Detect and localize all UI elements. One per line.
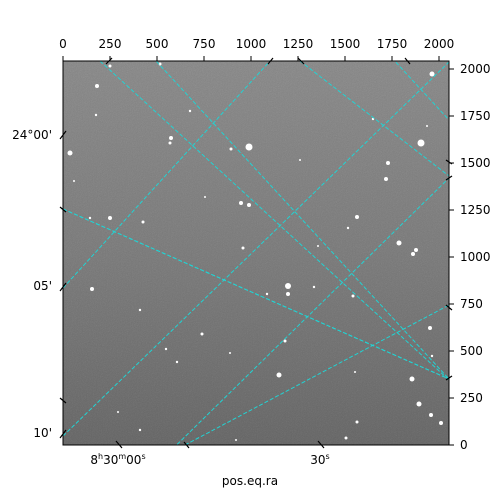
dec-label-10: 10' bbox=[33, 426, 52, 440]
right-tick-500: 500 bbox=[460, 344, 483, 358]
right-tick-750: 750 bbox=[460, 297, 483, 311]
right-tick-1750: 1750 bbox=[460, 109, 491, 123]
dec-label-05: 05' bbox=[33, 279, 52, 293]
top-tick-1500: 1500 bbox=[330, 37, 361, 51]
right-tick-250: 250 bbox=[460, 391, 483, 405]
dec-label-24-00: 24°00' bbox=[12, 128, 52, 142]
right-tick-2000: 2000 bbox=[460, 62, 491, 76]
top-tick-250: 250 bbox=[99, 37, 122, 51]
right-pixel-tick-labels: 0 250 500 750 1000 1250 1500 1750 2000 bbox=[460, 62, 491, 452]
right-tick-1250: 1250 bbox=[460, 203, 491, 217]
plot-frame bbox=[62, 60, 450, 446]
ra-label-30s: 30s bbox=[310, 452, 329, 467]
top-tick-750: 750 bbox=[193, 37, 216, 51]
top-tick-1000: 1000 bbox=[236, 37, 267, 51]
dec-tick-labels: 24°00' 05' 10' bbox=[12, 128, 52, 440]
top-tick-2000: 2000 bbox=[424, 37, 455, 51]
right-tick-1000: 1000 bbox=[460, 250, 491, 264]
right-tick-0: 0 bbox=[460, 438, 468, 452]
x-axis-label: pos.eq.ra bbox=[221, 474, 279, 488]
top-tick-1750: 1750 bbox=[377, 37, 408, 51]
right-tick-1500: 1500 bbox=[460, 156, 491, 170]
top-tick-0: 0 bbox=[59, 37, 67, 51]
ra-label-8h30m00s: 8h30m00s bbox=[90, 452, 145, 467]
top-tick-500: 500 bbox=[146, 37, 169, 51]
top-tick-1250: 1250 bbox=[283, 37, 314, 51]
top-pixel-axis bbox=[62, 56, 440, 61]
star-field bbox=[67, 62, 443, 441]
ra-tick-labels: 8h30m00s 30s bbox=[90, 452, 329, 467]
coordinate-grid bbox=[63, 61, 449, 445]
top-pixel-tick-labels: 0 250 500 750 1000 1250 1500 1750 2000 bbox=[59, 37, 454, 51]
celestial-ticks bbox=[59, 57, 453, 449]
right-pixel-axis bbox=[449, 68, 454, 446]
